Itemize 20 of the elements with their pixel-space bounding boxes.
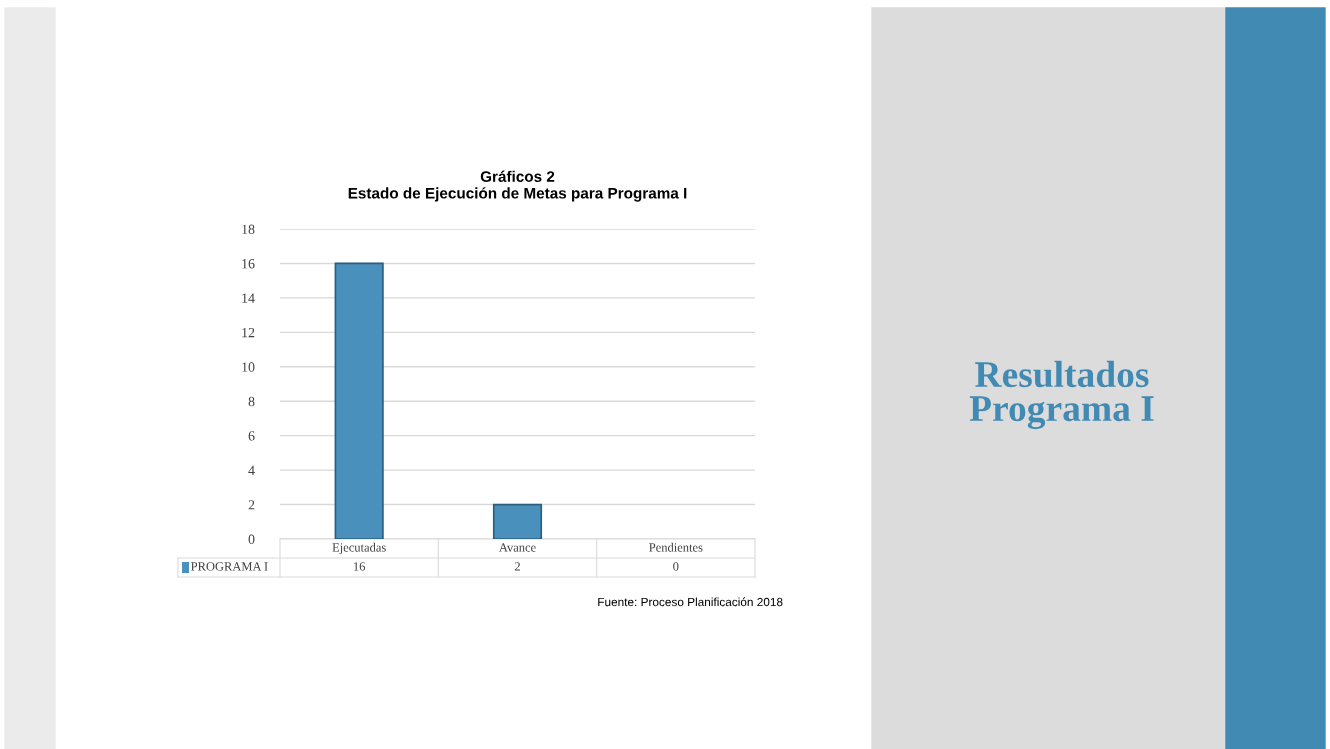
y-tick-label: 18 xyxy=(242,224,255,234)
y-tick-label: 2 xyxy=(248,500,255,510)
y-tick-label: 16 xyxy=(242,259,255,269)
x-tick-label: Avance xyxy=(499,543,536,552)
chart-title: Gráficos 2 Estado de Ejecución de Metas para Programa I xyxy=(348,170,687,202)
data-label: 16 xyxy=(354,562,366,571)
y-tick-label: 14 xyxy=(242,293,255,303)
y-tick-label: 6 xyxy=(248,431,255,441)
legend-label: PROGRAMA I xyxy=(191,562,268,571)
x-tick-label: Ejecutadas xyxy=(332,542,386,555)
data-label: 0 xyxy=(673,562,679,571)
data-label: 2 xyxy=(514,562,520,571)
source-note: Fuente: Proceso Planificación 2018 xyxy=(598,597,783,607)
y-tick-label: 4 xyxy=(248,465,255,475)
y-tick-label: 12 xyxy=(242,327,255,338)
y-tick-label: 10 xyxy=(242,362,255,372)
text: Resultados Programa I xyxy=(969,360,1154,430)
y-tick-label: 0 xyxy=(248,534,255,544)
x-tick-label: Pendientes xyxy=(649,542,703,552)
y-tick-label: 8 xyxy=(248,396,255,407)
